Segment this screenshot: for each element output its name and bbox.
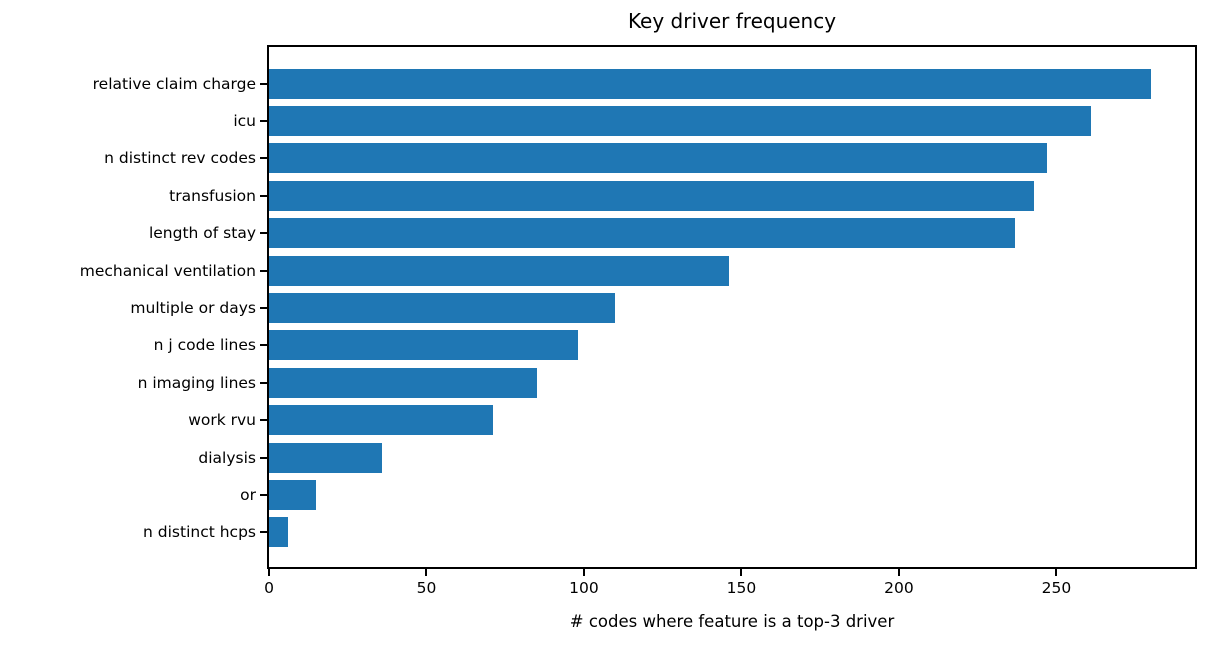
x-tick-mark — [740, 569, 743, 576]
y-tick-label: n distinct rev codes — [104, 149, 256, 168]
bar — [269, 367, 537, 398]
bar — [269, 68, 1151, 99]
y-tick-mark — [260, 157, 267, 160]
y-tick-label: icu — [233, 111, 256, 130]
y-tick-mark — [260, 119, 267, 122]
x-tick-label: 50 — [416, 579, 437, 597]
y-tick-mark — [260, 531, 267, 534]
bar — [269, 405, 493, 436]
bar — [269, 517, 288, 548]
x-tick-label: 150 — [726, 579, 757, 597]
x-tick-mark — [1055, 569, 1058, 576]
y-tick-mark — [260, 456, 267, 459]
y-tick-label: mechanical ventilation — [79, 261, 256, 280]
x-tick-mark — [897, 569, 900, 576]
y-tick-label: n j code lines — [153, 336, 256, 355]
y-tick-label: length of stay — [148, 224, 256, 243]
bar — [269, 218, 1016, 249]
y-tick-mark — [260, 381, 267, 384]
x-tick-label: 200 — [884, 579, 914, 597]
y-tick-label: n distinct hcps — [143, 523, 256, 542]
y-tick-mark — [260, 344, 267, 347]
y-tick-label: n imaging lines — [137, 373, 256, 392]
bar — [269, 330, 578, 361]
bar — [269, 255, 729, 286]
bar — [269, 442, 383, 473]
chart-title: Key driver frequency — [627, 9, 837, 33]
y-tick-mark — [260, 194, 267, 197]
y-tick-label: multiple or days — [130, 298, 256, 317]
y-tick-label: dialysis — [198, 448, 256, 467]
x-axis-label: # codes where feature is a top-3 driver — [569, 612, 895, 631]
x-tick-mark — [268, 569, 270, 576]
y-tick-mark — [260, 493, 267, 496]
x-tick-mark — [582, 569, 585, 576]
y-tick-label: transfusion — [169, 186, 256, 205]
y-tick-mark — [260, 269, 267, 272]
y-tick-mark — [260, 306, 267, 309]
bar — [269, 105, 1092, 136]
x-tick-label: 0 — [264, 579, 274, 597]
plot-area — [267, 45, 1197, 569]
bar — [269, 292, 616, 323]
x-tick-label: 100 — [569, 579, 599, 597]
bar — [269, 479, 317, 510]
y-tick-label: relative claim charge — [92, 74, 256, 93]
y-tick-mark — [260, 232, 267, 235]
y-tick-label: work rvu — [188, 411, 256, 430]
x-tick-mark — [425, 569, 428, 576]
y-tick-mark — [260, 419, 267, 422]
x-tick-label: 250 — [1041, 579, 1072, 597]
y-tick-label: or — [240, 485, 256, 504]
bar — [269, 180, 1035, 211]
bar — [269, 143, 1047, 174]
y-tick-mark — [260, 82, 267, 85]
